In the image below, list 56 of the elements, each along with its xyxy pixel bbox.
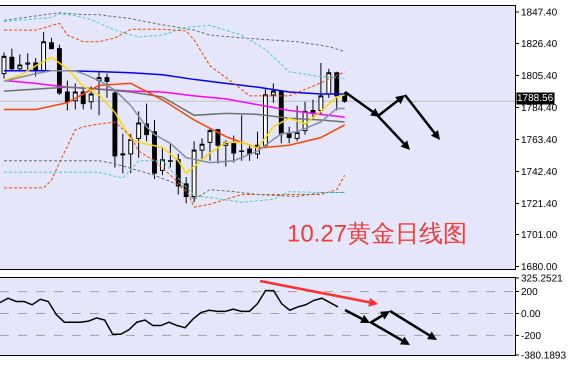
candlestick bbox=[192, 140, 197, 203]
candlestick bbox=[326, 68, 332, 98]
y-tick-label: 1680.00 bbox=[521, 262, 558, 273]
candlestick bbox=[128, 133, 134, 174]
candlestick bbox=[200, 138, 204, 162]
y-tick-label: 1847.40 bbox=[521, 7, 558, 18]
y-tick-label: 1763.40 bbox=[521, 134, 558, 146]
candlestick bbox=[41, 32, 46, 72]
line-series bbox=[3, 22, 346, 96]
candlestick bbox=[104, 73, 110, 98]
line-series bbox=[3, 70, 346, 164]
candlestick bbox=[152, 120, 157, 180]
candlestick bbox=[318, 62, 324, 116]
y-tick-label: 1826.40 bbox=[521, 39, 558, 50]
candlestick bbox=[294, 105, 300, 142]
line-series bbox=[3, 70, 346, 95]
line-series bbox=[3, 121, 346, 208]
y-tick-label: 325.2521 bbox=[521, 274, 564, 284]
y-tick-label: -380.1893 bbox=[521, 350, 566, 362]
candlestick bbox=[96, 71, 102, 116]
y-tick-label: 200 bbox=[521, 287, 538, 298]
candlestick bbox=[112, 90, 118, 168]
text: 10.27黄金日线图 bbox=[286, 220, 468, 248]
line-series bbox=[3, 56, 346, 174]
candlestick bbox=[168, 142, 173, 168]
candlestick bbox=[17, 54, 22, 72]
candlestick bbox=[208, 128, 212, 162]
candlestick bbox=[64, 80, 70, 111]
ref-line-label: 1788.56 bbox=[517, 93, 554, 104]
y-tick-label: 1721.40 bbox=[521, 198, 558, 210]
y-tick-label: 1701.00 bbox=[521, 230, 558, 241]
candlestick bbox=[49, 37, 54, 50]
candlestick bbox=[88, 86, 94, 110]
candlestick bbox=[270, 82, 276, 104]
candlestick bbox=[120, 133, 126, 174]
candlestick bbox=[310, 99, 316, 120]
candlestick bbox=[286, 126, 292, 144]
y-tick-label: 1805.40 bbox=[521, 71, 558, 82]
candlestick bbox=[9, 48, 14, 72]
line-series bbox=[3, 82, 346, 149]
candlestick bbox=[223, 140, 228, 168]
candlestick bbox=[247, 144, 252, 162]
candlestick bbox=[136, 110, 142, 158]
line-series bbox=[3, 12, 346, 52]
candlestick bbox=[215, 128, 220, 164]
candlestick bbox=[231, 135, 236, 164]
line-series bbox=[3, 86, 346, 123]
candlestick bbox=[160, 148, 165, 176]
line-series bbox=[0, 290, 339, 335]
y-tick-label: 1742.40 bbox=[521, 166, 558, 178]
candlestick bbox=[239, 114, 244, 162]
line-series bbox=[3, 13, 346, 80]
y-tick-label: -200 bbox=[521, 330, 542, 342]
candlestick bbox=[2, 52, 6, 80]
candlestick bbox=[25, 52, 30, 72]
y-tick-label: 0.00 bbox=[521, 309, 541, 320]
